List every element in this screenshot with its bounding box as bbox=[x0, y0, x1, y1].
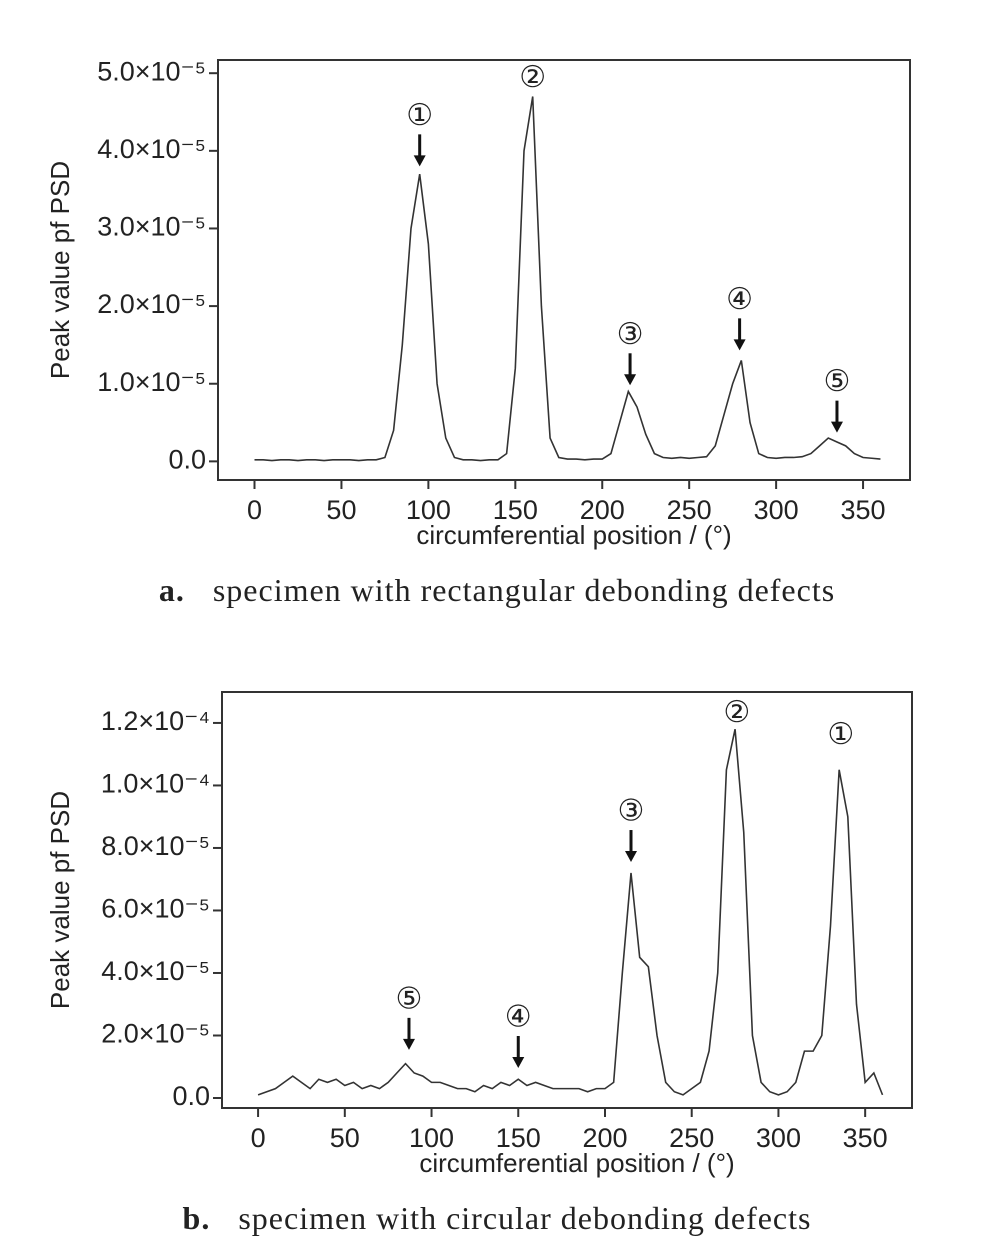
caption-label: b. bbox=[183, 1200, 211, 1236]
y-tick-label: 0.0 bbox=[168, 444, 206, 474]
y-tick-label: 4.0×10⁻⁵ bbox=[97, 134, 206, 164]
annotation: ③ bbox=[617, 317, 644, 352]
x-tick-label: 50 bbox=[330, 1123, 360, 1153]
x-axis-label: circumferential position / (°) bbox=[416, 520, 731, 550]
plot-frame bbox=[217, 59, 911, 481]
x-tick-label: 50 bbox=[326, 495, 356, 525]
x-tick-label: 200 bbox=[580, 495, 625, 525]
arrow-head bbox=[413, 155, 426, 167]
annotation: ④ bbox=[726, 282, 753, 317]
y-tick-label: 8.0×10⁻⁵ bbox=[101, 831, 210, 861]
y-tick-label: 1.0×10⁻⁴ bbox=[101, 769, 210, 799]
arrow-head bbox=[402, 1038, 415, 1050]
caption-text: specimen with rectangular debonding defe… bbox=[213, 572, 835, 608]
x-tick-label: 0 bbox=[247, 495, 262, 525]
arrow-head bbox=[512, 1056, 525, 1068]
x-tick-label: 350 bbox=[841, 495, 886, 525]
x-tick-label: 250 bbox=[667, 495, 712, 525]
x-tick-label: 200 bbox=[582, 1123, 627, 1153]
annotation: ① bbox=[827, 717, 854, 752]
x-tick-label: 250 bbox=[669, 1123, 714, 1153]
y-tick-label: 6.0×10⁻⁵ bbox=[101, 894, 210, 924]
x-tick-label: 100 bbox=[406, 495, 451, 525]
x-tick-label: 300 bbox=[756, 1123, 801, 1153]
y-axis-label: Peak value pf PSD bbox=[45, 161, 75, 379]
annotation: ① bbox=[406, 98, 433, 133]
caption-label: a. bbox=[159, 572, 185, 608]
annotation: ⑤ bbox=[396, 981, 423, 1016]
x-tick-label: 350 bbox=[843, 1123, 888, 1153]
y-tick-label: 2.0×10⁻⁵ bbox=[97, 289, 206, 319]
y-tick-label: 1.0×10⁻⁵ bbox=[97, 367, 206, 397]
caption: b. specimen with circular debonding defec… bbox=[183, 1200, 812, 1236]
annotation: ② bbox=[723, 695, 750, 730]
data-line bbox=[254, 96, 881, 462]
y-tick-label: 4.0×10⁻⁵ bbox=[101, 956, 210, 986]
caption-text: specimen with circular debonding defects bbox=[238, 1200, 811, 1236]
arrow-head bbox=[625, 851, 638, 863]
caption: a. specimen with rectangular debonding de… bbox=[159, 572, 835, 608]
arrow-head bbox=[624, 374, 637, 386]
x-tick-label: 300 bbox=[754, 495, 799, 525]
x-axis-label: circumferential position / (°) bbox=[419, 1148, 734, 1178]
y-tick-label: 5.0×10⁻⁵ bbox=[97, 56, 206, 86]
data-line bbox=[257, 729, 884, 1096]
x-tick-label: 150 bbox=[493, 495, 538, 525]
plot-frame bbox=[221, 691, 913, 1109]
x-tick-label: 0 bbox=[251, 1123, 266, 1153]
annotation: ④ bbox=[505, 999, 532, 1034]
annotation: ② bbox=[519, 60, 546, 95]
y-tick-label: 0.0 bbox=[172, 1081, 210, 1111]
y-tick-label: 1.2×10⁻⁴ bbox=[101, 706, 210, 736]
arrow-head bbox=[830, 421, 843, 433]
x-tick-label: 150 bbox=[496, 1123, 541, 1153]
annotation: ⑤ bbox=[824, 364, 851, 399]
annotation: ③ bbox=[618, 794, 645, 829]
y-tick-label: 2.0×10⁻⁵ bbox=[101, 1019, 210, 1049]
y-axis-label: Peak value pf PSD bbox=[45, 791, 75, 1009]
y-tick-label: 3.0×10⁻⁵ bbox=[97, 212, 206, 242]
x-tick-label: 100 bbox=[409, 1123, 454, 1153]
arrow-head bbox=[733, 339, 746, 351]
